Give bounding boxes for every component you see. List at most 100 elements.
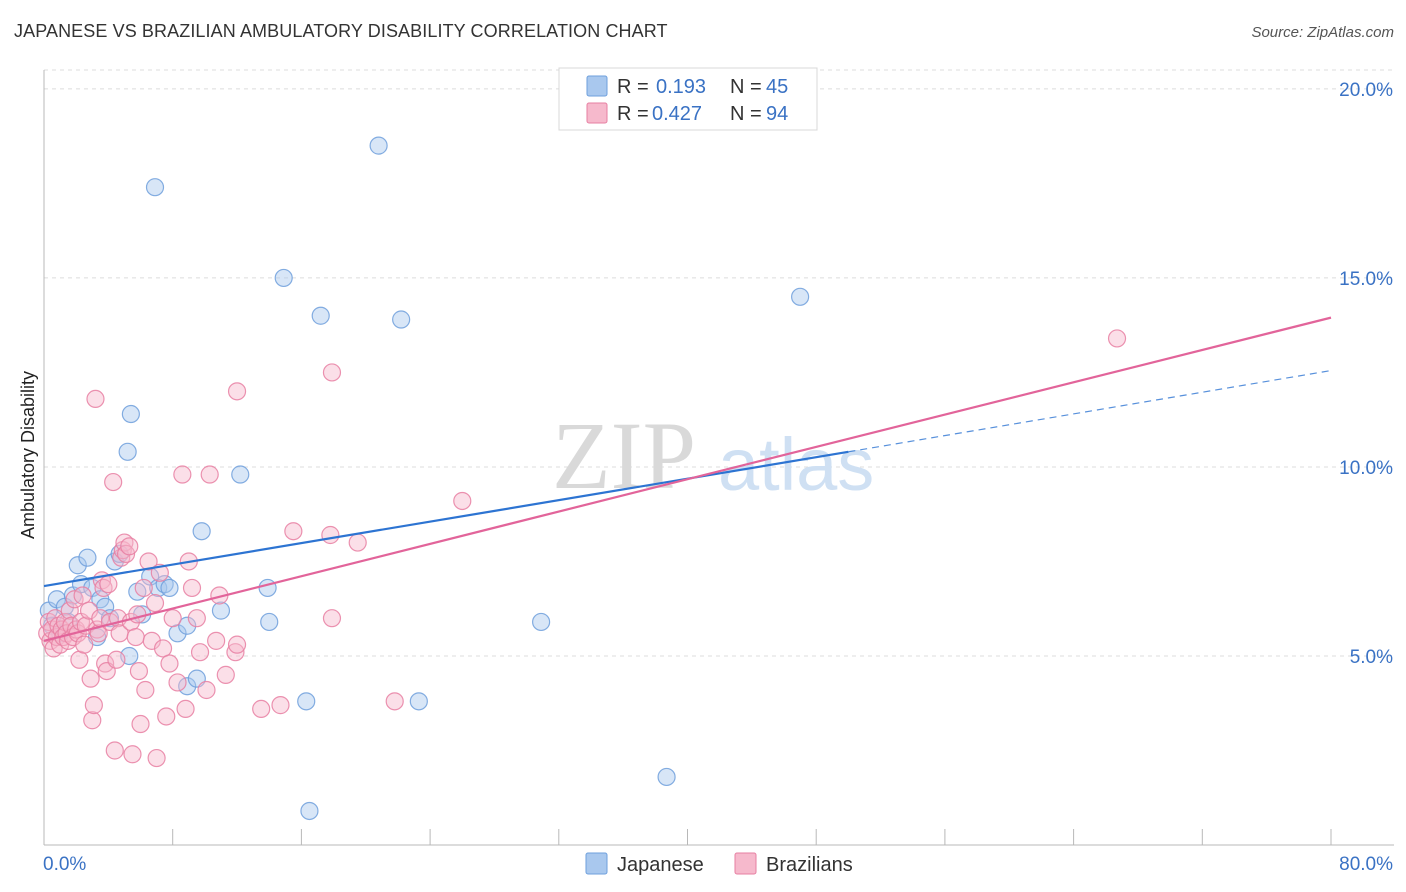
data-point bbox=[153, 639, 173, 658]
data-point bbox=[160, 654, 179, 673]
data-point bbox=[321, 525, 340, 545]
data-point bbox=[160, 578, 179, 598]
data-point bbox=[216, 665, 235, 684]
source-credit: Source: ZipAtlas.com bbox=[1251, 24, 1394, 41]
x-tick-label: 0.0% bbox=[43, 854, 86, 875]
series-legend-swatch-japanese bbox=[585, 852, 608, 875]
series-brazilians bbox=[38, 329, 1127, 768]
data-point bbox=[226, 643, 245, 662]
data-point bbox=[176, 699, 195, 719]
x-tick-labels: 0.0% 80.0% bbox=[43, 854, 1393, 875]
data-point bbox=[227, 635, 247, 654]
data-point bbox=[123, 745, 142, 764]
watermark-atlas: atlas bbox=[718, 423, 874, 506]
data-point bbox=[322, 363, 342, 382]
legend-swatch-brazilians bbox=[586, 102, 608, 124]
data-point bbox=[147, 748, 166, 768]
x-tick-label: 80.0% bbox=[1339, 854, 1393, 875]
legend-n-value-brazilians: 94 bbox=[766, 103, 788, 125]
legend-r-label-japanese: R = bbox=[617, 76, 649, 98]
y-tick-label: 5.0% bbox=[1350, 647, 1393, 668]
data-point bbox=[231, 465, 250, 484]
data-point bbox=[150, 563, 169, 582]
data-point bbox=[104, 472, 123, 492]
series-legend-label-japanese: Japanese bbox=[617, 854, 704, 876]
watermark-zip: ZIP bbox=[552, 402, 696, 509]
data-point bbox=[70, 650, 89, 669]
data-point bbox=[99, 575, 118, 594]
data-point bbox=[453, 491, 472, 511]
data-point bbox=[260, 612, 279, 632]
trend-lines bbox=[43, 316, 1332, 642]
data-point bbox=[145, 593, 165, 613]
data-point bbox=[258, 578, 277, 598]
data-point bbox=[78, 548, 97, 567]
trend-line-brazilians bbox=[43, 316, 1332, 642]
data-point bbox=[187, 609, 206, 628]
legend-swatch-japanese bbox=[586, 75, 608, 97]
data-point bbox=[657, 767, 676, 787]
data-point bbox=[126, 627, 145, 647]
data-point bbox=[128, 605, 147, 624]
data-point bbox=[300, 801, 319, 821]
data-point bbox=[348, 533, 367, 552]
data-point bbox=[369, 136, 388, 155]
data-point bbox=[163, 609, 182, 628]
data-point bbox=[173, 465, 192, 484]
data-point bbox=[136, 680, 155, 700]
data-point bbox=[252, 699, 271, 719]
data-point bbox=[134, 578, 153, 598]
data-point bbox=[322, 609, 342, 628]
legend-r-label-brazilians: R = bbox=[617, 103, 649, 125]
data-point bbox=[107, 650, 126, 669]
y-tick-label: 10.0% bbox=[1339, 458, 1393, 479]
data-point bbox=[532, 612, 551, 632]
legend-r-value-japanese: 0.193 bbox=[656, 76, 706, 98]
trend-extension-japanese bbox=[848, 369, 1332, 453]
data-point bbox=[118, 442, 137, 461]
data-point bbox=[284, 522, 303, 541]
data-point bbox=[211, 601, 231, 620]
data-point bbox=[157, 707, 176, 726]
data-point bbox=[1107, 329, 1127, 348]
series-legend-swatch-brazilians bbox=[734, 852, 757, 875]
y-axis-label: Ambulatory Disability bbox=[18, 371, 38, 539]
legend-n-value-japanese: 45 bbox=[766, 76, 788, 98]
data-point bbox=[68, 556, 87, 575]
data-point bbox=[129, 661, 149, 681]
data-point bbox=[145, 178, 165, 197]
y-tick-label: 20.0% bbox=[1339, 80, 1393, 101]
data-point bbox=[409, 692, 428, 711]
data-point bbox=[131, 714, 150, 734]
data-point bbox=[190, 643, 210, 662]
data-point bbox=[207, 631, 226, 650]
data-point bbox=[86, 389, 105, 409]
legend-n-label-brazilians: N = bbox=[730, 103, 762, 125]
data-point bbox=[271, 696, 290, 715]
data-point bbox=[73, 586, 92, 605]
data-point bbox=[200, 465, 219, 484]
data-point bbox=[274, 268, 293, 288]
data-point bbox=[81, 669, 100, 688]
data-point bbox=[83, 711, 102, 730]
legend-r-value-brazilians: 0.427 bbox=[652, 103, 702, 125]
chart-title: JAPANESE VS BRAZILIAN AMBULATORY DISABIL… bbox=[14, 21, 668, 41]
stats-legend: R = 0.193 N = 45 R = 0.427 N = 94 bbox=[558, 67, 818, 131]
data-point bbox=[60, 601, 79, 620]
grid-lines bbox=[44, 69, 1394, 657]
data-point bbox=[168, 673, 187, 692]
data-point bbox=[121, 404, 140, 424]
data-point bbox=[392, 310, 411, 329]
data-point bbox=[178, 616, 197, 635]
data-point bbox=[182, 578, 202, 598]
y-tick-labels: 5.0% 10.0% 15.0% 20.0% bbox=[1339, 80, 1393, 668]
legend-n-label-japanese: N = bbox=[730, 76, 762, 98]
data-point bbox=[197, 680, 216, 700]
data-point bbox=[791, 287, 810, 306]
data-point bbox=[84, 696, 103, 715]
data-point bbox=[120, 537, 139, 556]
data-point bbox=[297, 692, 316, 711]
data-point bbox=[178, 677, 197, 696]
series-legend-label-brazilians: Brazilians bbox=[766, 854, 853, 876]
